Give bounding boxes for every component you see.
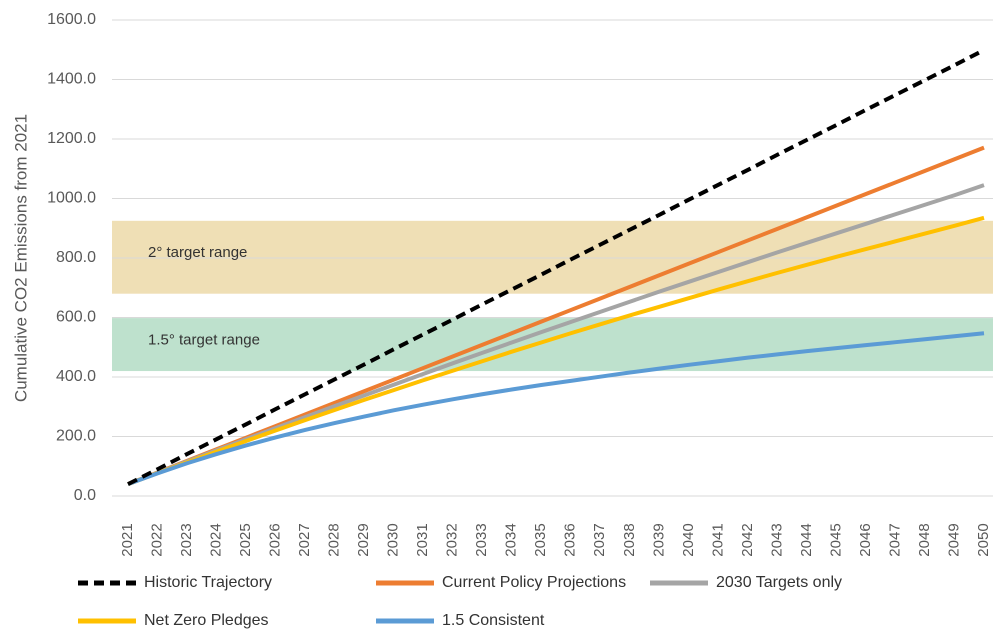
x-tick-label: 2035 [532, 523, 549, 556]
x-tick-label: 2048 [916, 523, 933, 556]
x-tick-label: 2021 [119, 523, 136, 556]
y-tick-label: 1400.0 [47, 71, 96, 88]
legend-label: 1.5 Consistent [442, 612, 545, 629]
x-tick-label: 2033 [473, 523, 490, 556]
x-tick-label: 2036 [562, 523, 579, 556]
band-label: 1.5° target range [148, 332, 260, 349]
x-tick-label: 2043 [768, 523, 785, 556]
series-line [127, 48, 985, 486]
x-tick-label: 2031 [414, 523, 431, 556]
x-tick-label: 2042 [739, 523, 756, 556]
x-tick-label: 2047 [886, 523, 903, 556]
series-line [127, 183, 985, 486]
x-tick-label: 2046 [857, 523, 874, 556]
y-tick-label: 1200.0 [47, 130, 96, 147]
y-tick-label: 0.0 [74, 487, 96, 504]
x-tick-label: 2039 [650, 523, 667, 556]
x-tick-label: 2045 [827, 523, 844, 556]
legend-label: Current Policy Projections [442, 574, 626, 591]
x-tick-label: 2025 [237, 523, 254, 556]
x-tick-label: 2040 [680, 523, 697, 556]
series-line [127, 215, 985, 486]
x-tick-label: 2049 [945, 523, 962, 556]
y-tick-label: 800.0 [56, 249, 96, 266]
x-tick-label: 2038 [621, 523, 638, 556]
y-tick-label: 200.0 [56, 428, 96, 445]
y-tick-label: 400.0 [56, 368, 96, 385]
x-tick-label: 2044 [798, 523, 815, 556]
x-tick-label: 2029 [355, 523, 372, 556]
y-tick-label: 1600.0 [47, 11, 96, 28]
x-tick-label: 2027 [296, 523, 313, 556]
y-tick-label: 1000.0 [47, 190, 96, 207]
y-tick-label: 600.0 [56, 309, 96, 326]
x-tick-label: 2037 [591, 523, 608, 556]
x-tick-label: 2024 [208, 523, 225, 556]
legend-label: Net Zero Pledges [144, 612, 269, 629]
series-line [127, 331, 985, 486]
y-axis-label: Cumulative CO2 Emissions from 2021 [11, 114, 30, 402]
legend-label: 2030 Targets only [716, 574, 842, 591]
x-tick-label: 2034 [503, 523, 520, 556]
x-tick-label: 2026 [267, 523, 284, 556]
band-label: 2° target range [148, 244, 247, 261]
x-tick-label: 2050 [975, 523, 992, 556]
x-tick-label: 2032 [444, 523, 461, 556]
legend-label: Historic Trajectory [144, 574, 272, 591]
x-tick-label: 2041 [709, 523, 726, 556]
target-band [112, 220, 993, 294]
x-tick-label: 2023 [178, 523, 195, 556]
x-tick-label: 2022 [148, 523, 165, 556]
x-tick-label: 2028 [326, 523, 343, 556]
x-tick-label: 2030 [385, 523, 402, 556]
